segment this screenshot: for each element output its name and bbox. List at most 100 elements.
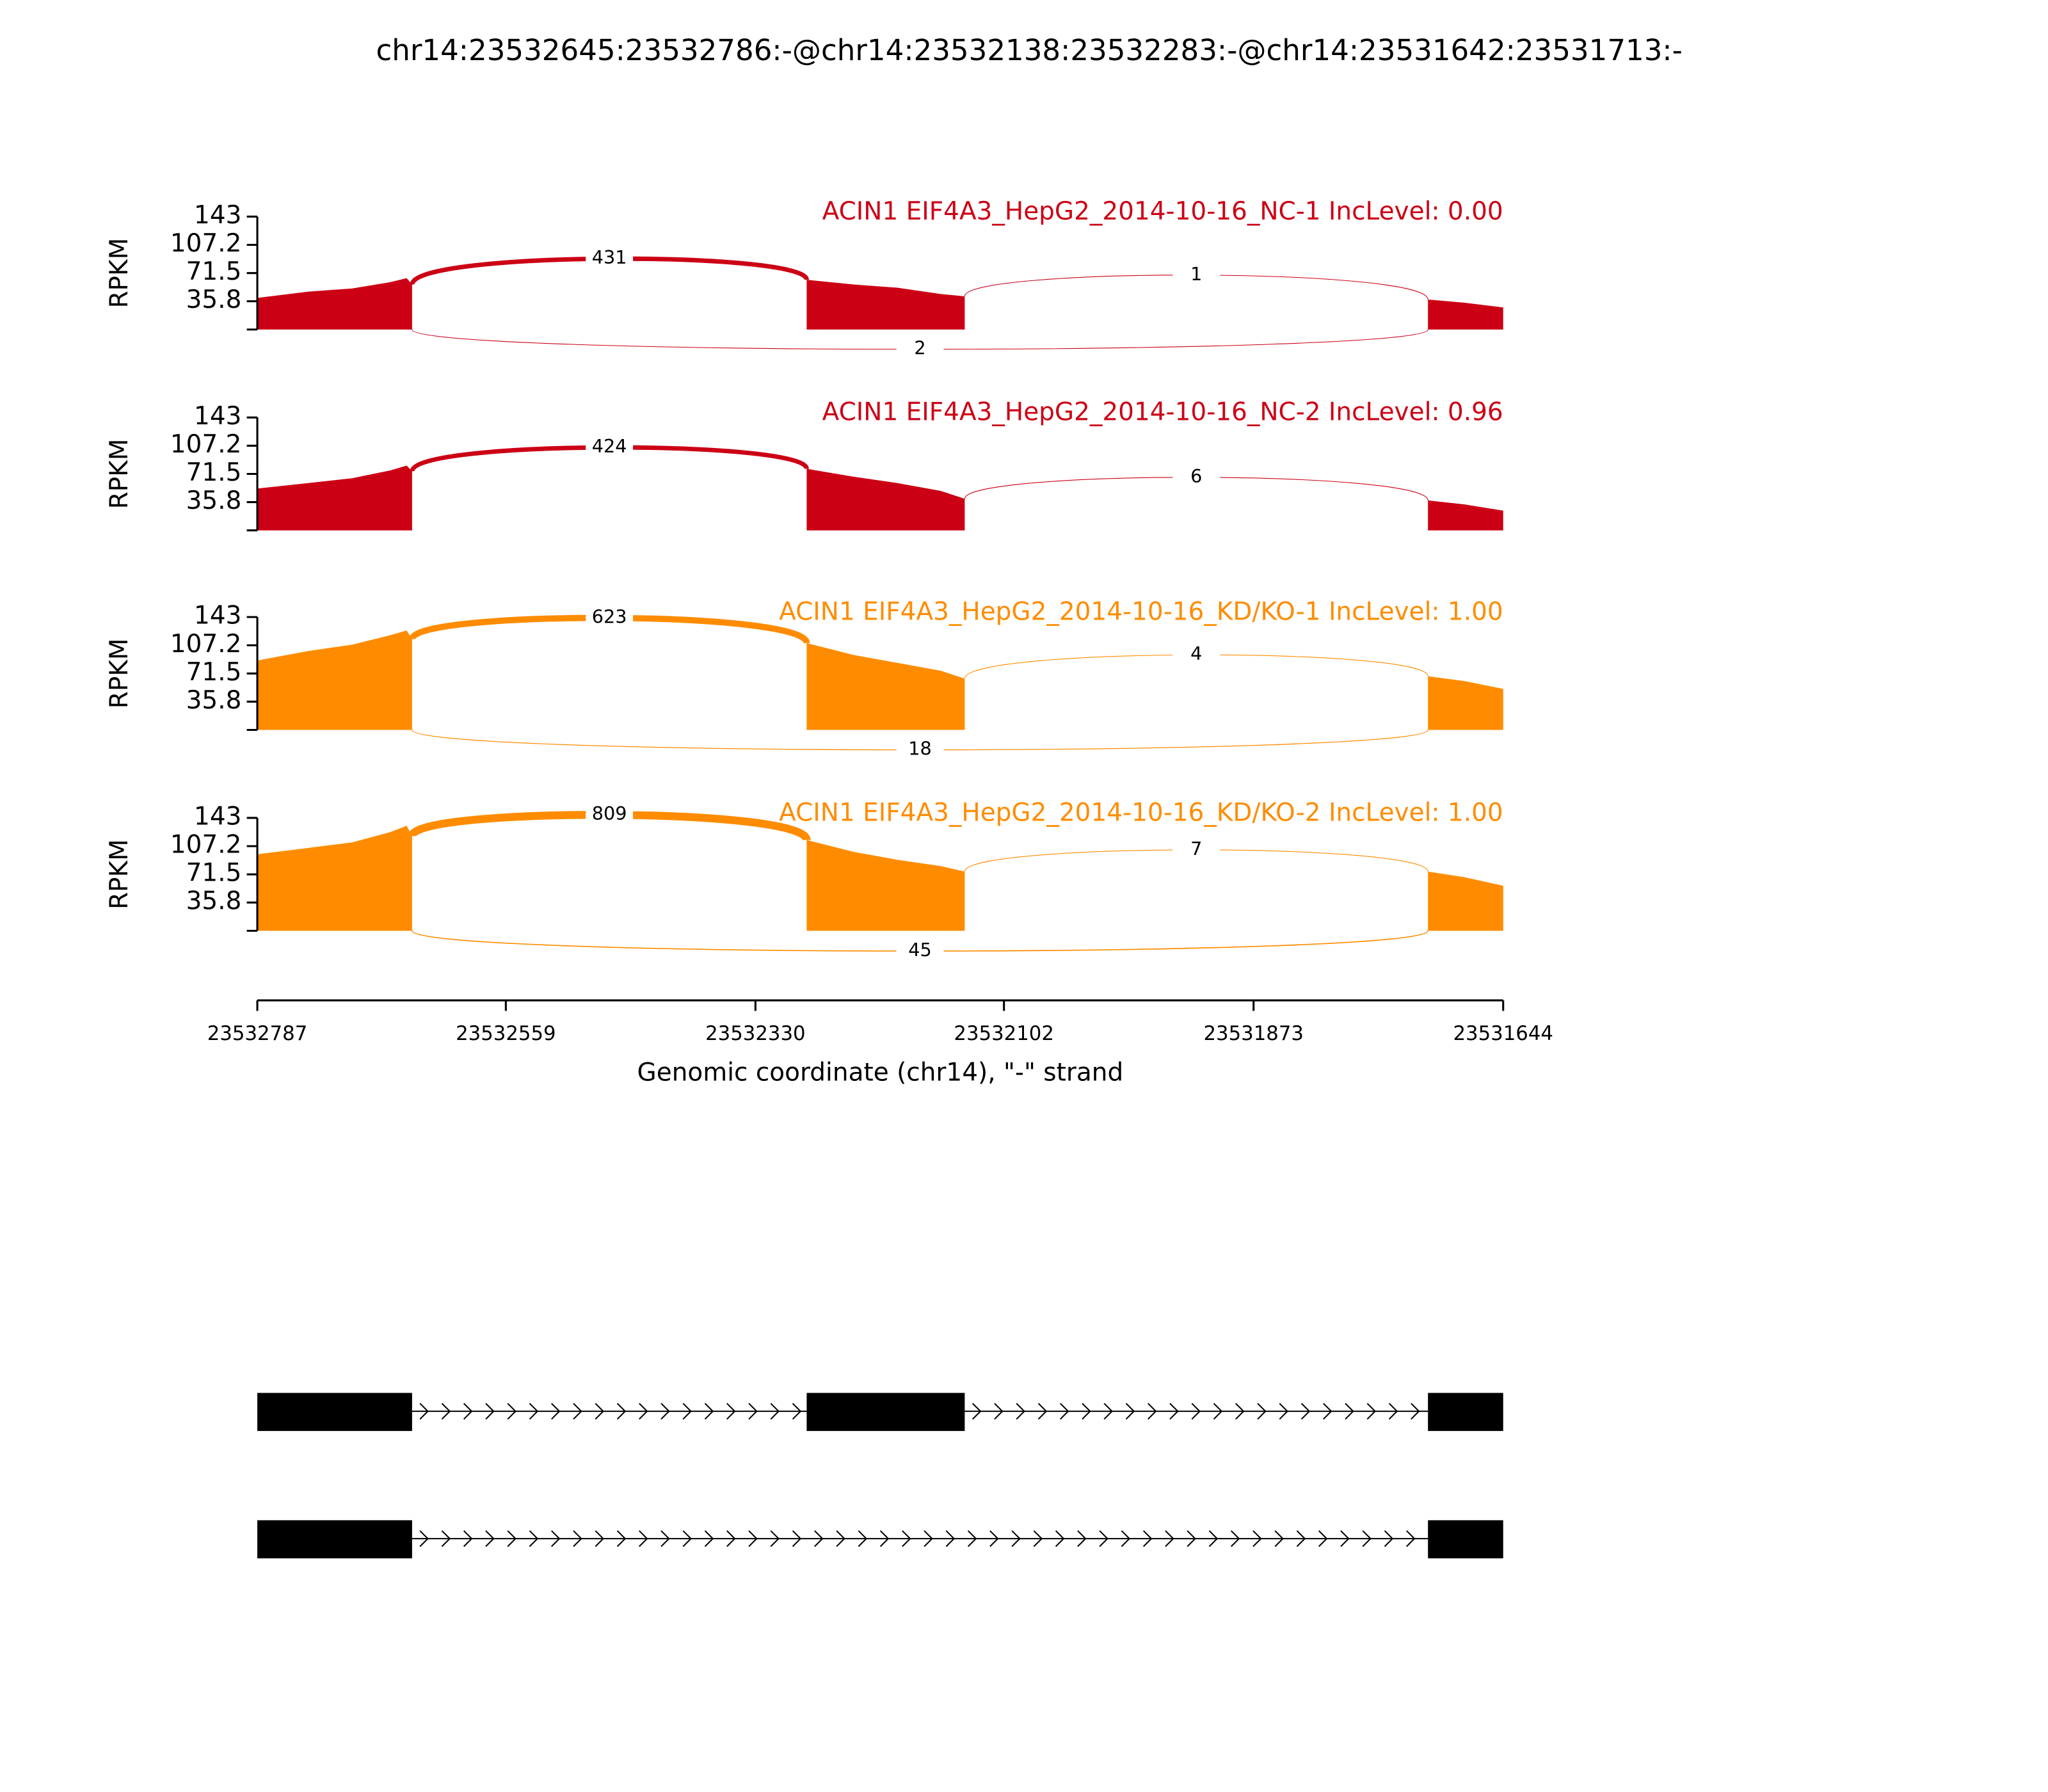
y-tick-label: 107.2 <box>170 831 242 860</box>
intron-chevron <box>1059 1403 1069 1420</box>
junction-label-bg <box>586 248 634 269</box>
intron-chevron <box>1082 1403 1091 1420</box>
x-axis-label: Genomic coordinate (chr14), "-" strand <box>637 1058 1124 1087</box>
coverage-area <box>257 465 1503 531</box>
intron-chevron <box>1213 1403 1223 1420</box>
intron-chevron <box>1411 1403 1420 1420</box>
junction-label-bg <box>1172 839 1220 861</box>
intron-chevron <box>1235 1403 1245 1420</box>
intron-chevron <box>682 1403 692 1420</box>
intron-chevron <box>660 1530 670 1548</box>
y-tick-label: 71.5 <box>186 458 242 487</box>
intron-chevron <box>1148 1403 1157 1420</box>
intron-chevron <box>704 1530 714 1548</box>
y-axis-label: RPKM <box>105 839 134 909</box>
y-tick-label: 107.2 <box>170 229 242 258</box>
y-axis-label: RPKM <box>105 439 134 509</box>
intron-chevron <box>1274 1530 1284 1548</box>
intron-chevron <box>748 1530 758 1548</box>
intron-chevron <box>1099 1530 1108 1548</box>
intron-chevron <box>1279 1403 1289 1420</box>
junction-label-bg <box>1172 644 1220 666</box>
x-tick-label: 23531644 <box>1453 1022 1553 1045</box>
intron-chevron <box>924 1530 933 1548</box>
intron-chevron <box>1125 1403 1135 1420</box>
y-tick-label: 35.8 <box>186 887 242 916</box>
intron-chevron <box>463 1403 473 1420</box>
junction-count: 7 <box>1190 838 1202 860</box>
intron-chevron <box>507 1403 516 1420</box>
intron-chevron <box>441 1530 451 1548</box>
intron-chevron <box>1318 1530 1328 1548</box>
intron-chevron <box>551 1403 561 1420</box>
y-tick-label: 107.2 <box>170 630 242 659</box>
exon <box>1428 1520 1503 1558</box>
junction-label-bg <box>1172 264 1220 286</box>
intron-chevron <box>879 1530 890 1548</box>
junction-label-bg <box>1172 467 1220 488</box>
intron-chevron <box>1406 1530 1416 1548</box>
intron-chevron <box>573 1530 582 1548</box>
track-label: ACIN1 EIF4A3_HepG2_2014-10-16_KD/KO-2 In… <box>779 798 1503 827</box>
y-tick-label: 35.8 <box>186 285 242 314</box>
intron-chevron <box>1257 1403 1267 1420</box>
intron-chevron <box>1230 1530 1240 1548</box>
y-tick-label: 35.8 <box>186 486 242 515</box>
intron-chevron <box>1037 1403 1048 1420</box>
coverage-area <box>257 630 1503 730</box>
intron-chevron <box>704 1403 714 1420</box>
intron-chevron <box>967 1530 977 1548</box>
exon <box>257 1520 412 1558</box>
intron-chevron <box>463 1530 473 1548</box>
intron-chevron <box>1366 1403 1377 1420</box>
intron-chevron <box>814 1530 824 1548</box>
x-tick-label: 23532330 <box>705 1022 806 1045</box>
intron-chevron <box>1187 1530 1196 1548</box>
intron-chevron <box>1016 1403 1025 1420</box>
intron-chevron <box>1142 1530 1153 1548</box>
exon <box>257 1393 412 1431</box>
coverage-area <box>257 826 1503 931</box>
intron-chevron <box>1165 1530 1174 1548</box>
intron-chevron <box>595 1403 605 1420</box>
intron-chevron <box>1345 1403 1354 1420</box>
intron-chevron <box>595 1530 605 1548</box>
intron-chevron <box>1055 1530 1065 1548</box>
intron-chevron <box>616 1403 627 1420</box>
y-tick-label: 71.5 <box>186 859 242 888</box>
intron-chevron <box>748 1403 758 1420</box>
junction-count: 45 <box>908 939 932 961</box>
x-tick-label: 23532559 <box>456 1022 556 1045</box>
intron-chevron <box>1121 1530 1131 1548</box>
intron-chevron <box>441 1403 451 1420</box>
intron-chevron <box>639 1403 648 1420</box>
intron-chevron <box>682 1530 692 1548</box>
intron-chevron <box>1252 1530 1262 1548</box>
junction-label-bg <box>586 804 634 826</box>
intron-chevron <box>1191 1403 1201 1420</box>
junction-label-bg <box>586 436 634 458</box>
intron-chevron <box>485 1530 495 1548</box>
intron-chevron <box>1340 1530 1350 1548</box>
intron-chevron <box>1208 1530 1219 1548</box>
y-tick-label: 107.2 <box>170 430 242 459</box>
junction-count: 2 <box>914 337 925 359</box>
y-tick-label: 143 <box>194 201 241 230</box>
exon <box>1428 1393 1503 1431</box>
intron-chevron <box>529 1530 539 1548</box>
track-label: ACIN1 EIF4A3_HepG2_2014-10-16_NC-2 IncLe… <box>822 398 1503 427</box>
intron-chevron <box>836 1530 845 1548</box>
y-tick-label: 71.5 <box>186 257 242 286</box>
intron-chevron <box>1362 1530 1372 1548</box>
x-tick-label: 23532787 <box>207 1022 308 1045</box>
junction-label-bg <box>896 739 944 761</box>
junction-count: 1 <box>1190 263 1202 285</box>
intron-chevron <box>1077 1530 1087 1548</box>
intron-chevron <box>660 1403 670 1420</box>
intron-chevron <box>1300 1403 1311 1420</box>
junction-label-bg <box>586 607 634 628</box>
track-label: ACIN1 EIF4A3_HepG2_2014-10-16_KD/KO-1 In… <box>779 597 1503 626</box>
intron-chevron <box>507 1530 516 1548</box>
intron-chevron <box>726 1530 736 1548</box>
